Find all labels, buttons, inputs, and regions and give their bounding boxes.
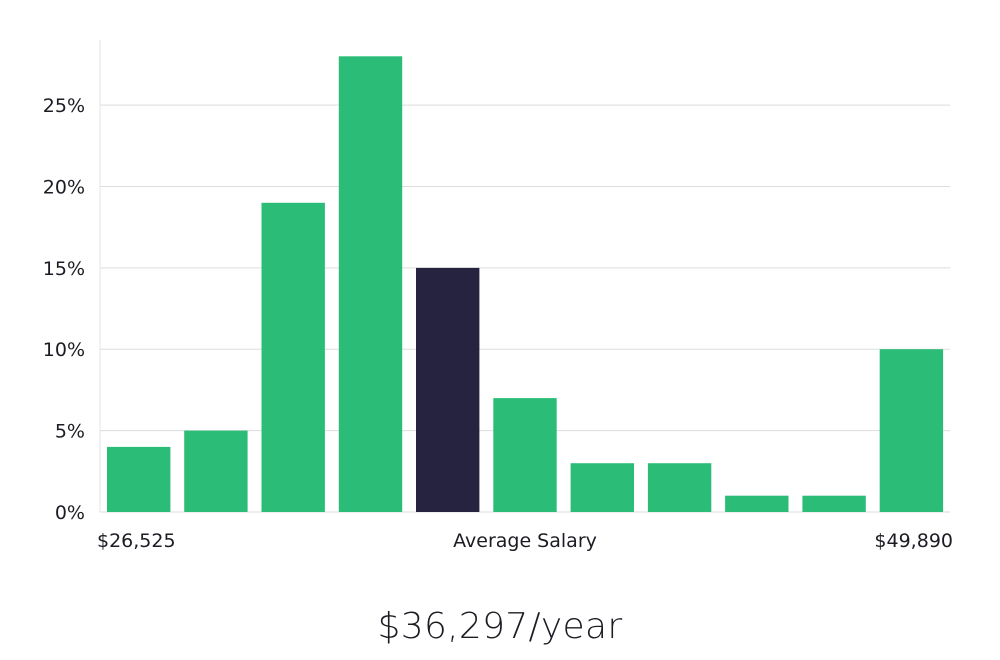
- bar: [261, 202, 325, 513]
- x-label-max: $49,890: [874, 530, 953, 552]
- x-label-min: $26,525: [97, 530, 176, 552]
- bar: [725, 495, 789, 512]
- bar: [879, 349, 944, 512]
- y-tick-label: 5%: [55, 421, 85, 443]
- x-axis-labels: $26,525 Average Salary $49,890: [97, 530, 953, 552]
- bar: [493, 398, 557, 512]
- y-tick-label: 15%: [43, 258, 85, 280]
- y-tick-label: 25%: [43, 95, 85, 117]
- bar: [570, 463, 634, 512]
- bar: [647, 463, 712, 512]
- bar: [184, 430, 248, 512]
- bars: [107, 56, 944, 513]
- average-salary-value: $36,297/year: [377, 606, 623, 647]
- x-label-average: Average Salary: [453, 530, 597, 552]
- y-tick-label: 10%: [43, 339, 85, 361]
- bar: [107, 446, 171, 512]
- bar: [802, 495, 866, 512]
- bar: [338, 56, 403, 513]
- salary-histogram-chart: 0% 5% 10% 15% 20% 25% $26,525 Average Salary …: [43, 40, 953, 552]
- y-tick-label: 0%: [55, 502, 85, 524]
- bar-average-highlight: [416, 267, 480, 512]
- y-tick-label: 20%: [43, 176, 85, 198]
- y-axis: 0% 5% 10% 15% 20% 25%: [43, 40, 101, 524]
